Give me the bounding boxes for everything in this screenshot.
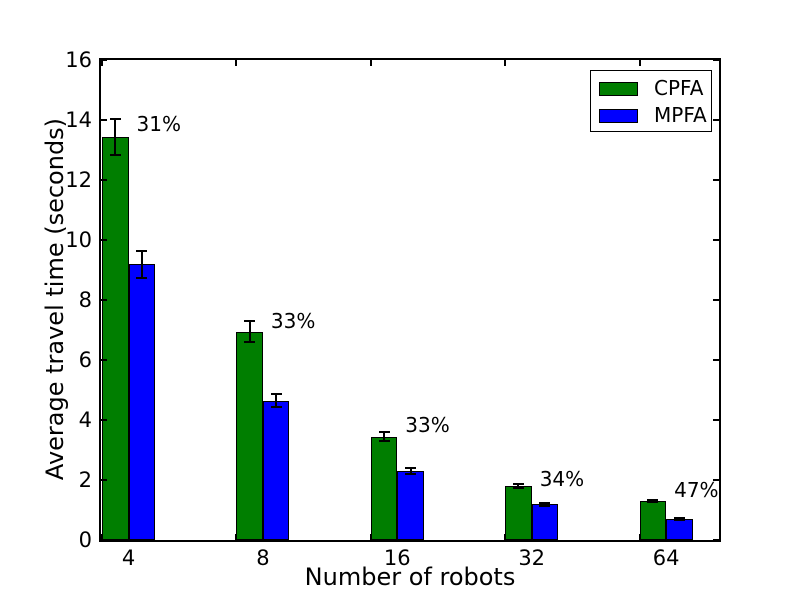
x-tick-bottom bbox=[235, 534, 238, 540]
legend-swatch-mpfa bbox=[599, 108, 638, 123]
legend-label-mpfa: MPFA bbox=[654, 103, 707, 127]
y-tick-left bbox=[101, 419, 107, 421]
y-tick-label: 0 bbox=[78, 528, 92, 552]
error-bar-cap-bottom bbox=[539, 504, 551, 507]
error-bar-cap-bottom bbox=[512, 486, 524, 489]
x-tick-top bbox=[101, 60, 103, 66]
x-tick-label: 64 bbox=[652, 546, 680, 570]
bar-cpfa-8 bbox=[236, 331, 263, 540]
error-bar-cap-top bbox=[270, 392, 282, 395]
error-bar-cap-top bbox=[405, 467, 417, 469]
bar-mpfa-8 bbox=[262, 400, 290, 540]
error-bar-cap-bottom bbox=[270, 406, 282, 409]
x-tick-label: 16 bbox=[383, 546, 411, 570]
error-bar-line bbox=[383, 432, 386, 441]
error-bar-line bbox=[409, 468, 412, 474]
y-tick-left bbox=[101, 119, 107, 121]
bar-cpfa-64 bbox=[639, 501, 667, 540]
y-tick-left bbox=[101, 179, 107, 181]
error-bar-line bbox=[275, 393, 278, 408]
y-tick-left bbox=[101, 359, 107, 361]
x-tick-top bbox=[638, 60, 641, 66]
error-bar-cap-top bbox=[539, 501, 551, 504]
y-tick-right bbox=[713, 359, 719, 361]
y-tick-left bbox=[101, 59, 107, 61]
y-tick-left bbox=[101, 539, 107, 541]
x-tick-label: 8 bbox=[256, 546, 270, 570]
y-tick-left bbox=[101, 479, 107, 481]
annotation-33%: 33% bbox=[405, 413, 450, 438]
x-tick-bottom bbox=[369, 534, 372, 540]
error-bar-cap-top bbox=[109, 117, 121, 120]
bar-mpfa-16 bbox=[397, 471, 424, 540]
error-bar-cap-bottom bbox=[647, 501, 659, 504]
y-tick-right bbox=[713, 239, 719, 241]
bar-mpfa-32 bbox=[531, 504, 559, 540]
error-bar-cap-bottom bbox=[673, 518, 685, 521]
x-tick-top bbox=[235, 60, 238, 66]
annotation-31%: 31% bbox=[136, 111, 181, 136]
y-tick-label: 6 bbox=[78, 348, 92, 372]
y-tick-label: 16 bbox=[65, 48, 92, 72]
y-tick-label: 2 bbox=[78, 468, 92, 492]
y-tick-right bbox=[713, 119, 719, 121]
y-tick-label: 10 bbox=[65, 228, 92, 252]
error-bar-cap-top bbox=[378, 431, 390, 433]
bar-mpfa-64 bbox=[666, 519, 693, 540]
annotation-47%: 47% bbox=[674, 477, 719, 502]
error-bar-cap-bottom bbox=[109, 153, 121, 156]
error-bar-line bbox=[114, 118, 117, 155]
error-bar-line bbox=[517, 484, 520, 488]
y-tick-label: 12 bbox=[65, 168, 92, 192]
error-bar-cap-bottom bbox=[244, 341, 256, 343]
error-bar-cap-top bbox=[673, 517, 685, 520]
error-bar-line bbox=[543, 502, 546, 506]
y-tick-right bbox=[713, 539, 719, 541]
annotation-33%: 33% bbox=[270, 309, 316, 333]
x-tick-bottom bbox=[638, 534, 641, 540]
bar-cpfa-16 bbox=[370, 436, 398, 540]
legend-swatch-cpfa bbox=[599, 81, 638, 96]
annotation-34%: 34% bbox=[539, 467, 585, 492]
bar-cpfa-4 bbox=[102, 136, 129, 540]
error-bar-cap-bottom bbox=[405, 473, 417, 475]
y-tick-left bbox=[101, 239, 107, 241]
error-bar-line bbox=[248, 321, 251, 342]
legend-entry-mpfa: MPFA bbox=[591, 102, 711, 129]
y-tick-label: 14 bbox=[65, 108, 92, 132]
y-tick-right bbox=[713, 59, 719, 61]
error-bar-line bbox=[140, 250, 143, 278]
plot-area bbox=[99, 58, 721, 542]
y-tick-right bbox=[713, 179, 719, 181]
y-tick-label: 4 bbox=[78, 408, 92, 432]
legend-label-cpfa: CPFA bbox=[654, 76, 704, 100]
error-bar-line bbox=[651, 499, 654, 503]
legend: CPFA MPFA bbox=[590, 70, 712, 132]
y-tick-right bbox=[713, 419, 719, 421]
y-tick-right bbox=[713, 479, 719, 481]
x-tick-label: 32 bbox=[518, 546, 546, 570]
y-tick-left bbox=[101, 299, 107, 301]
bar-mpfa-4 bbox=[128, 264, 155, 540]
error-bar-cap-top bbox=[647, 498, 659, 501]
error-bar-cap-top bbox=[136, 249, 148, 252]
x-tick-bottom bbox=[504, 534, 507, 540]
x-tick-label: 4 bbox=[121, 546, 136, 570]
x-axis-label: Number of robots bbox=[304, 563, 516, 591]
x-tick-top bbox=[504, 60, 507, 66]
x-tick-bottom bbox=[101, 534, 103, 540]
error-bar-cap-bottom bbox=[136, 276, 148, 279]
error-bar-cap-bottom bbox=[378, 440, 390, 442]
bar-cpfa-32 bbox=[505, 486, 532, 540]
error-bar-cap-top bbox=[512, 483, 524, 486]
x-tick-top bbox=[369, 60, 372, 66]
legend-entry-cpfa: CPFA bbox=[591, 75, 711, 102]
y-tick-label: 8 bbox=[78, 288, 92, 312]
y-tick-right bbox=[713, 299, 719, 301]
error-bar-cap-top bbox=[244, 320, 256, 322]
